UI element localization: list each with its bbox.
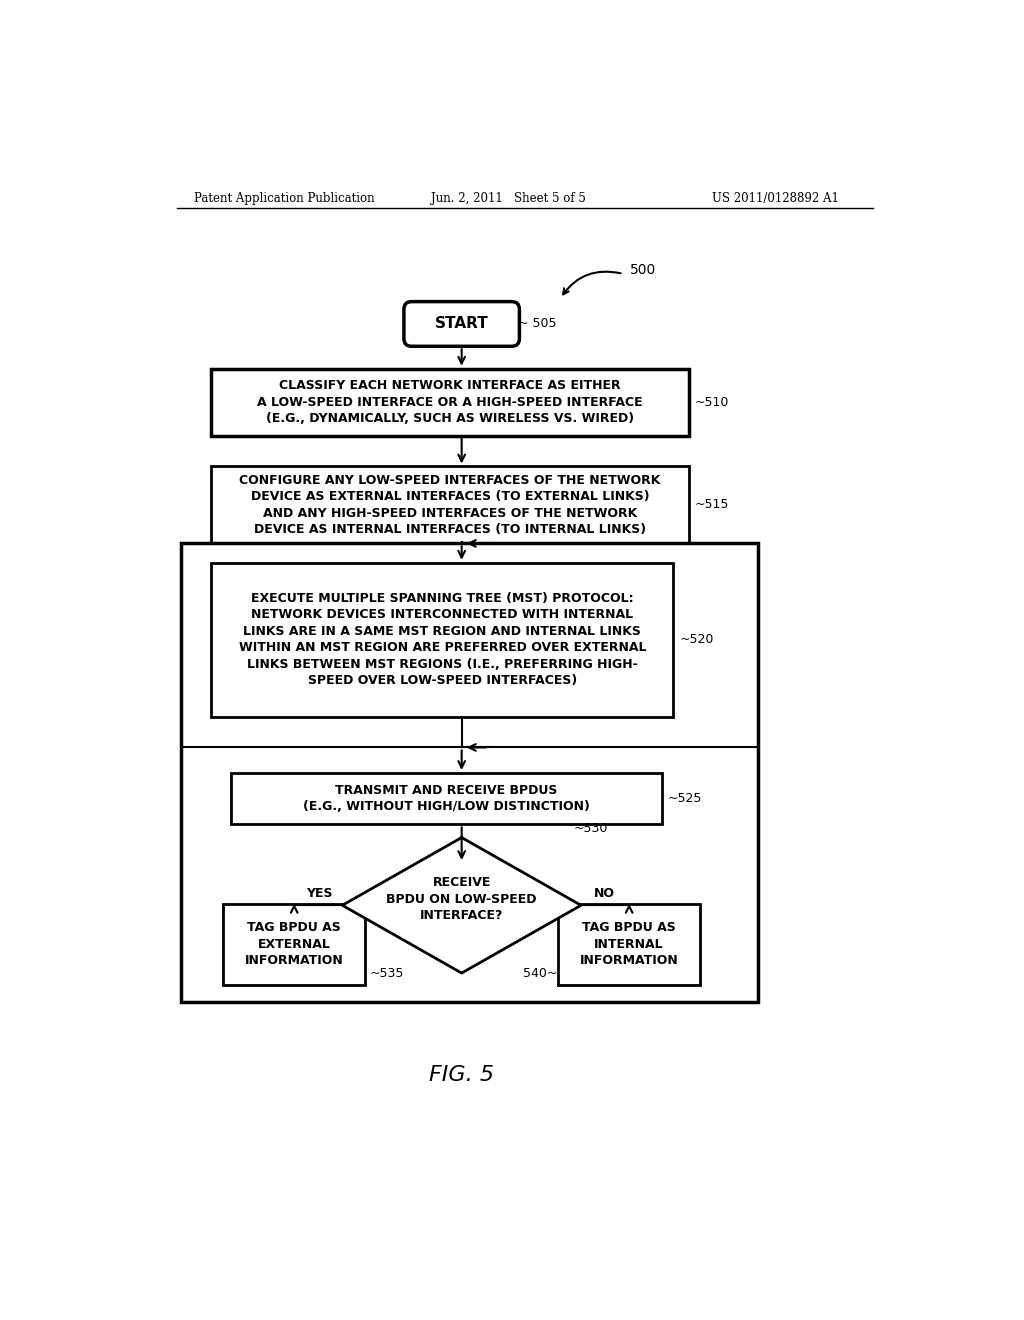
Text: START: START bbox=[435, 317, 488, 331]
FancyBboxPatch shape bbox=[403, 302, 519, 346]
Text: 540~: 540~ bbox=[523, 966, 558, 979]
Text: ~525: ~525 bbox=[668, 792, 702, 805]
Text: EXECUTE MULTIPLE SPANNING TREE (MST) PROTOCOL:
NETWORK DEVICES INTERCONNECTED WI: EXECUTE MULTIPLE SPANNING TREE (MST) PRO… bbox=[239, 591, 646, 688]
Bar bbox=[211, 562, 674, 717]
Bar bbox=[558, 904, 700, 985]
Text: CONFIGURE ANY LOW-SPEED INTERFACES OF THE NETWORK
DEVICE AS EXTERNAL INTERFACES : CONFIGURE ANY LOW-SPEED INTERFACES OF TH… bbox=[240, 474, 660, 536]
Text: YES: YES bbox=[306, 887, 333, 900]
Bar bbox=[211, 368, 689, 436]
Text: NO: NO bbox=[594, 887, 614, 900]
Text: ~515: ~515 bbox=[695, 499, 729, 511]
Text: CLASSIFY EACH NETWORK INTERFACE AS EITHER
A LOW-SPEED INTERFACE OR A HIGH-SPEED : CLASSIFY EACH NETWORK INTERFACE AS EITHE… bbox=[257, 379, 643, 425]
Text: FIG. 5: FIG. 5 bbox=[429, 1065, 495, 1085]
Text: ~530: ~530 bbox=[573, 822, 607, 834]
Text: US 2011/0128892 A1: US 2011/0128892 A1 bbox=[712, 191, 839, 205]
Text: ~520: ~520 bbox=[680, 634, 714, 647]
Text: RECEIVE
BPDU ON LOW-SPEED
INTERFACE?: RECEIVE BPDU ON LOW-SPEED INTERFACE? bbox=[386, 876, 537, 923]
Bar bbox=[180, 544, 758, 1002]
Text: TAG BPDU AS
INTERNAL
INFORMATION: TAG BPDU AS INTERNAL INFORMATION bbox=[580, 921, 679, 968]
Bar bbox=[223, 904, 366, 985]
Text: Patent Application Publication: Patent Application Publication bbox=[194, 191, 375, 205]
Text: TAG BPDU AS
EXTERNAL
INFORMATION: TAG BPDU AS EXTERNAL INFORMATION bbox=[245, 921, 344, 968]
Bar bbox=[211, 466, 689, 544]
Text: Jun. 2, 2011   Sheet 5 of 5: Jun. 2, 2011 Sheet 5 of 5 bbox=[431, 191, 586, 205]
Polygon shape bbox=[342, 838, 581, 973]
Text: ~535: ~535 bbox=[370, 966, 403, 979]
Bar bbox=[230, 774, 662, 825]
Text: ~510: ~510 bbox=[695, 396, 729, 409]
Text: TRANSMIT AND RECEIVE BPDUS
(E.G., WITHOUT HIGH/LOW DISTINCTION): TRANSMIT AND RECEIVE BPDUS (E.G., WITHOU… bbox=[303, 784, 590, 813]
Text: 500: 500 bbox=[630, 263, 655, 277]
Text: ~ 505: ~ 505 bbox=[518, 317, 556, 330]
